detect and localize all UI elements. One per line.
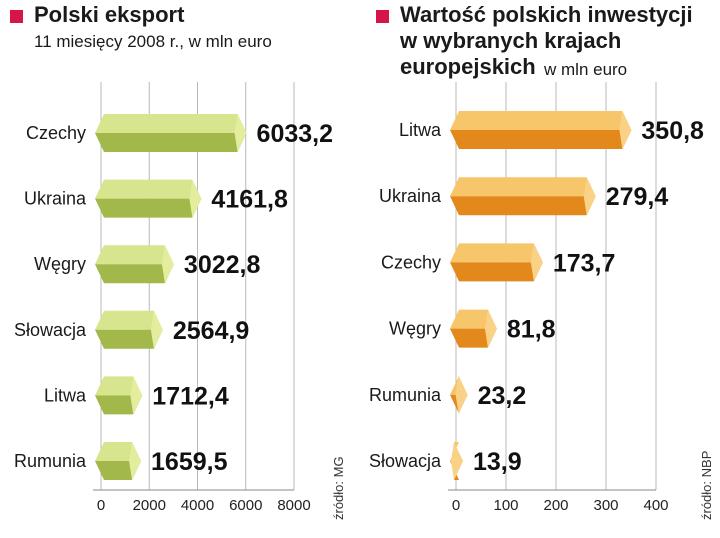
bar-czechy-top (95, 114, 247, 133)
bar-litwa-top (95, 376, 143, 396)
title-marker-icon (376, 10, 389, 23)
bar-czechy-top (450, 243, 543, 263)
x-tick-label: 400 (643, 497, 668, 514)
investment-source-note: źródło: NBP (699, 450, 714, 520)
bar-czechy-end (530, 243, 543, 282)
bar-wegry-front (95, 264, 174, 284)
x-tick-label: 100 (493, 497, 518, 514)
category-label-wegry: Węgry (389, 319, 441, 339)
investment-title-line-2: w wybranych krajach (400, 28, 622, 53)
category-label-slowacja: Słowacja (369, 451, 442, 471)
value-label-czechy: 173,7 (553, 249, 616, 277)
export-chart-title: Polski eksport (34, 2, 185, 27)
investment-chart-subtitle: w mln euro (544, 60, 628, 79)
bar-wegry-top (450, 309, 497, 329)
bar-rumunia-end (455, 375, 468, 414)
bar-ukraina-top (95, 179, 202, 199)
bar-slowacja-end (150, 310, 163, 349)
value-label-rumunia: 23,2 (478, 382, 527, 410)
category-label-rumunia: Rumunia (14, 451, 87, 471)
bar-slowacja-end (450, 442, 463, 480)
category-label-rumunia: Rumunia (369, 385, 442, 405)
bar-wegry-front (450, 328, 497, 348)
category-label-slowacja: Słowacja (14, 320, 87, 340)
category-label-litwa: Litwa (399, 120, 442, 140)
category-label-czechy: Czechy (26, 123, 86, 143)
x-tick-label: 200 (543, 497, 568, 514)
bar-czechy-front (450, 262, 543, 282)
export-bar-chart: 0 2000 4000 6000 8000 Czechy 6033,2 Ukraina 4161… (14, 82, 333, 514)
bar-ukraina-end (583, 177, 596, 216)
investment-title-line-3: europejskich (400, 54, 536, 79)
bar-wegry-top (95, 245, 174, 265)
category-label-wegry: Węgry (34, 254, 86, 274)
investment-chart-panel: Wartość polskich inwestycji w wybranych … (360, 0, 720, 538)
investment-title-line-1: Wartość polskich inwestycji (400, 2, 693, 27)
value-label-ukraina: 279,4 (606, 183, 669, 211)
bar-litwa-end (619, 111, 632, 149)
x-tick-label: 0 (97, 497, 105, 514)
value-label-czechy: 6033,2 (257, 120, 333, 148)
bar-ukraina-top (450, 177, 596, 197)
value-label-litwa: 1712,4 (152, 382, 229, 410)
bar-rumunia-end (129, 442, 142, 480)
bar-wegry-end (161, 245, 174, 284)
bar-slowacja-top (95, 310, 163, 330)
x-tick-label: 8000 (277, 497, 310, 514)
bar-rumunia-front (95, 461, 142, 480)
bar-litwa-front (95, 395, 143, 415)
bar-litwa-top (450, 111, 632, 130)
investment-bar-chart: 0 100 200 300 400 Litwa 350,8 Ukraina 279,4 Czech… (369, 82, 704, 514)
bar-litwa-front (450, 130, 632, 149)
value-label-slowacja: 2564,9 (173, 317, 249, 345)
category-label-ukraina: Ukraina (24, 189, 87, 209)
bar-ukraina-front (450, 196, 596, 216)
value-label-wegry: 81,8 (507, 316, 556, 344)
bar-rumunia-top (95, 442, 142, 461)
export-source-note: źródło: MG (331, 456, 346, 520)
bar-wegry-end (484, 309, 497, 348)
value-label-rumunia: 1659,5 (151, 448, 228, 476)
x-tick-label: 4000 (181, 497, 214, 514)
export-chart-subtitle: 11 miesięcy 2008 r., w mln euro (34, 32, 272, 51)
x-tick-label: 300 (593, 497, 618, 514)
category-label-czechy: Czechy (381, 252, 441, 272)
bar-slowacja-front (95, 329, 163, 349)
value-label-ukraina: 4161,8 (211, 186, 288, 214)
title-marker-icon (10, 10, 23, 23)
value-label-slowacja: 13,9 (473, 448, 522, 476)
category-label-ukraina: Ukraina (379, 186, 442, 206)
bar-czechy-front (95, 133, 247, 152)
x-tick-label: 6000 (229, 497, 262, 514)
value-label-litwa: 350,8 (641, 117, 704, 145)
bar-czechy-end (234, 114, 247, 152)
value-label-wegry: 3022,8 (184, 251, 261, 279)
x-tick-label: 0 (452, 497, 460, 514)
category-label-litwa: Litwa (44, 385, 87, 405)
bar-litwa-end (130, 376, 143, 415)
x-tick-label: 2000 (133, 497, 166, 514)
export-chart-panel: Polski eksport 11 miesięcy 2008 r., w ml… (0, 0, 350, 538)
bar-ukraina-end (189, 179, 202, 218)
bar-ukraina-front (95, 198, 202, 218)
